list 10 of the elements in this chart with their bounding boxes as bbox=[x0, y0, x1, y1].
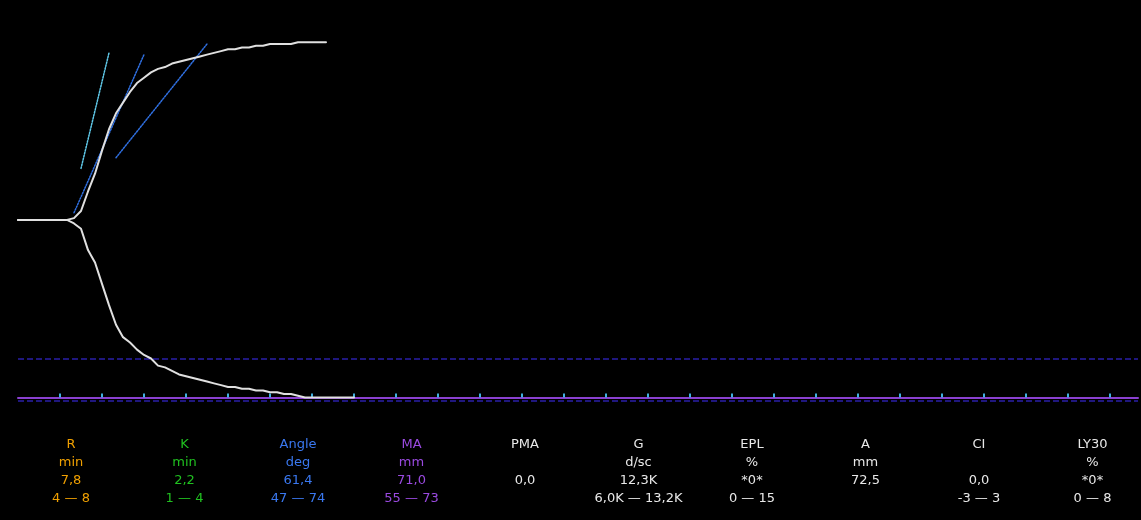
text: EPL % *0* 0 — 15 bbox=[728, 435, 776, 505]
text: A mm 72,5 bbox=[851, 435, 880, 487]
text: CI 0,0 -3 — 3 bbox=[957, 435, 1001, 505]
text: MA mm 71,0 55 — 73 bbox=[384, 435, 439, 505]
text: R min 7,8 4 — 8 bbox=[52, 435, 90, 505]
text: Angle deg 61,4 47 — 74 bbox=[270, 435, 326, 505]
text: LY30 % *0* 0 — 8 bbox=[1073, 435, 1112, 505]
text: K min 2,2 1 — 4 bbox=[165, 435, 204, 505]
text: PMA 0,0 bbox=[511, 435, 539, 487]
text: G d/sc 12,3K 6,0K — 13,2K bbox=[594, 435, 683, 505]
